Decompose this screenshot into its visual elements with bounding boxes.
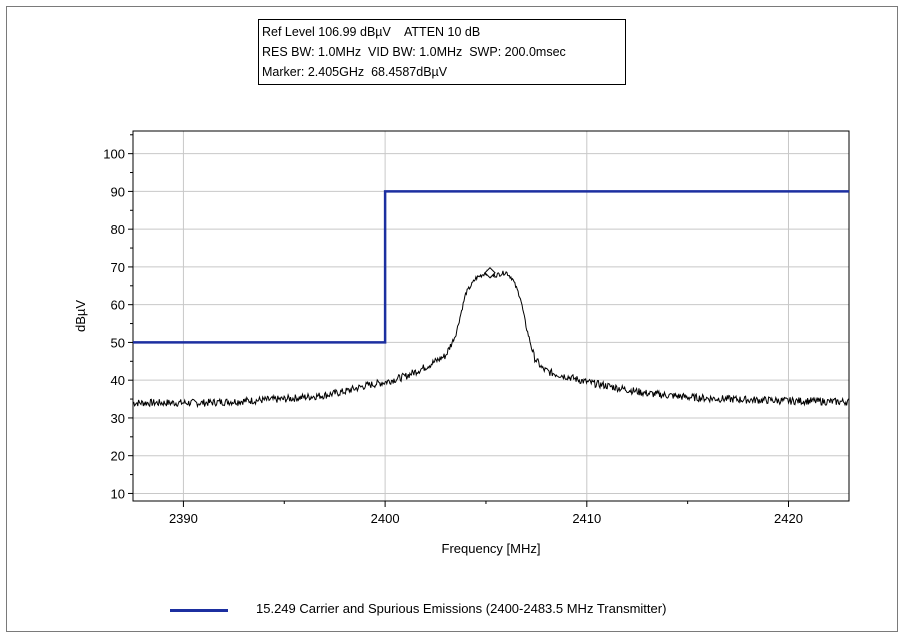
legend-swatch-limit-line [170,609,228,612]
y-tick-label: 40 [111,373,125,388]
y-tick-label: 30 [111,411,125,426]
analyzer-settings-box: Ref Level 106.99 dBµV ATTEN 10 dB RES BW… [258,19,626,85]
plot-area [132,130,850,502]
measured-trace-line [132,269,850,409]
bandwidth-line: RES BW: 1.0MHz VID BW: 1.0MHz SWP: 200.0… [262,45,566,59]
y-tick-label: 50 [111,335,125,350]
grid [133,131,849,501]
marker-line: Marker: 2.405GHz 68.4587dBµV [262,65,448,79]
legend-label-limit-line: 15.249 Carrier and Spurious Emissions (2… [256,601,667,616]
y-tick-label: 80 [111,222,125,237]
y-tick-label: 60 [111,298,125,313]
y-tick-label: 10 [111,486,125,501]
y-tick-label: 90 [111,184,125,199]
series [132,190,850,409]
x-tick-label: 2400 [371,511,400,526]
limit-line [133,190,849,344]
y-tick-label: 70 [111,260,125,275]
x-tick-label: 2410 [572,511,601,526]
x-tick-label: 2420 [774,511,803,526]
y-axis-title: dBµV [73,300,88,332]
chart-frame [6,6,898,632]
y-tick-label: 20 [111,449,125,464]
ref-level-line: Ref Level 106.99 dBµV ATTEN 10 dB [262,25,481,39]
x-tick-label: 2390 [169,511,198,526]
y-tick-label: 100 [103,147,125,162]
x-axis-title: Frequency [MHz] [442,541,541,556]
axis-ticks: 10 20 30 40 50 60 70 80 90 100 2390 2400 2410 2420 [103,134,803,526]
marker-diamond [484,267,496,279]
